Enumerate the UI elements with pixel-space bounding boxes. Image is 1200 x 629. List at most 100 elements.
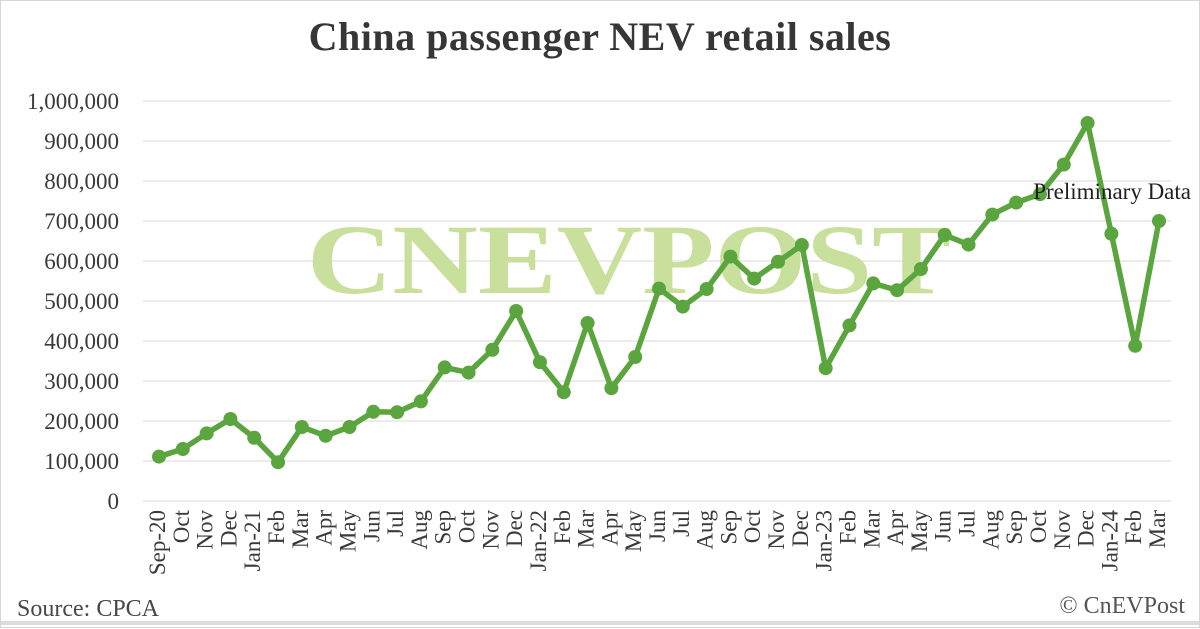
data-point (723, 249, 738, 264)
data-point (628, 350, 643, 364)
y-tick-label: 600,000 (44, 249, 119, 274)
x-tick-label: Dec (1074, 510, 1099, 547)
x-tick-label: Jan-22 (526, 510, 551, 571)
x-tick-label: Apr (883, 510, 908, 546)
data-point (913, 262, 928, 276)
data-point (556, 385, 571, 400)
data-point (390, 405, 405, 420)
chart-title: China passenger NEV retail sales (308, 14, 892, 59)
x-tick-label: Nov (764, 510, 789, 550)
bottom-border-strip (1, 621, 1199, 625)
data-point (461, 365, 476, 380)
x-tick-label: May (335, 510, 360, 553)
x-tick-label: Sep (716, 510, 741, 545)
data-point (961, 237, 976, 252)
x-tick-label: May (907, 510, 932, 553)
data-point (175, 442, 190, 456)
x-tick-label: Feb (550, 510, 575, 545)
x-tick-label: Nov (478, 510, 503, 550)
data-point (152, 449, 166, 464)
x-tick-label: Jun (359, 510, 384, 542)
x-tick-label: Nov (1050, 510, 1075, 550)
data-point (437, 360, 452, 375)
y-tick-label: 1,000,000 (27, 89, 119, 114)
x-tick-label: May (621, 510, 646, 553)
data-point (1128, 338, 1143, 353)
data-point (342, 420, 357, 434)
preliminary-data-label: Preliminary Data (1033, 179, 1191, 204)
data-point (509, 304, 524, 318)
y-tick-label: 500,000 (44, 289, 119, 314)
watermark-text: CNEVPOST (307, 204, 951, 315)
x-tick-label: Jan-21 (240, 510, 265, 571)
data-point (1152, 214, 1166, 228)
data-point (604, 381, 619, 396)
data-point (985, 207, 1000, 222)
data-point (199, 426, 214, 441)
y-tick-label: 400,000 (44, 329, 119, 354)
x-tick-label: Oct (455, 509, 480, 543)
data-point (699, 282, 714, 296)
x-tick-label: Aug (407, 510, 432, 550)
data-point (366, 404, 381, 419)
data-point (1009, 195, 1024, 210)
data-point (1056, 157, 1071, 172)
x-tick-label: Dec (788, 510, 813, 547)
x-tick-label: Mar (859, 510, 884, 549)
data-point (1032, 187, 1047, 202)
data-point (937, 228, 952, 242)
x-tick-label: Oct (169, 509, 194, 543)
x-tick-label: Aug (978, 510, 1003, 550)
x-tick-label: Jun (645, 510, 670, 542)
y-tick-label: 900,000 (44, 129, 119, 154)
x-tick-label: Dec (502, 510, 527, 547)
data-point (866, 276, 881, 291)
x-tick-label: Feb (264, 510, 289, 545)
data-point (580, 316, 595, 330)
source-label: Source: CPCA (17, 596, 160, 622)
x-tick-label: Oct (1026, 509, 1051, 543)
y-tick-label: 800,000 (44, 169, 119, 194)
y-tick-label: 200,000 (44, 409, 119, 434)
data-point (652, 281, 666, 296)
x-tick-label: Sep-20 (145, 510, 170, 575)
x-tick-label: Jul (955, 510, 980, 537)
y-tick-label: 300,000 (44, 369, 119, 394)
data-point (532, 355, 547, 370)
data-point (1080, 116, 1095, 130)
x-tick-label: Oct (740, 509, 765, 543)
data-point (485, 342, 500, 357)
data-point (318, 428, 333, 443)
y-tick-label: 700,000 (44, 209, 119, 234)
data-point (413, 394, 428, 409)
x-tick-label: Sep (431, 510, 456, 545)
data-point (675, 299, 690, 314)
x-tick-label: Sep (1002, 510, 1027, 545)
x-tick-label: Dec (216, 510, 241, 547)
x-tick-label: Feb (835, 510, 860, 545)
y-tick-label: 100,000 (44, 449, 119, 474)
y-tick-label: 0 (108, 489, 120, 514)
x-tick-label: Jul (383, 510, 408, 537)
data-point (271, 455, 286, 470)
x-tick-label: Jul (669, 510, 694, 537)
data-point (294, 420, 309, 434)
data-point (771, 254, 786, 269)
data-point (818, 361, 833, 376)
data-point (1104, 226, 1119, 241)
x-tick-label: Mar (574, 510, 599, 549)
x-tick-label: Jan-24 (1097, 510, 1122, 572)
x-tick-label: Nov (193, 510, 218, 550)
x-tick-label: Mar (288, 510, 313, 549)
x-tick-label: Jun (931, 510, 956, 542)
data-point (842, 318, 857, 333)
x-tick-label: Feb (1121, 510, 1146, 545)
x-tick-label: Aug (693, 510, 718, 550)
data-point (247, 430, 262, 445)
data-point (223, 412, 238, 426)
x-tick-label: Apr (312, 510, 337, 546)
copyright-label: © CnEVPost (1059, 593, 1185, 619)
data-point (890, 283, 905, 298)
